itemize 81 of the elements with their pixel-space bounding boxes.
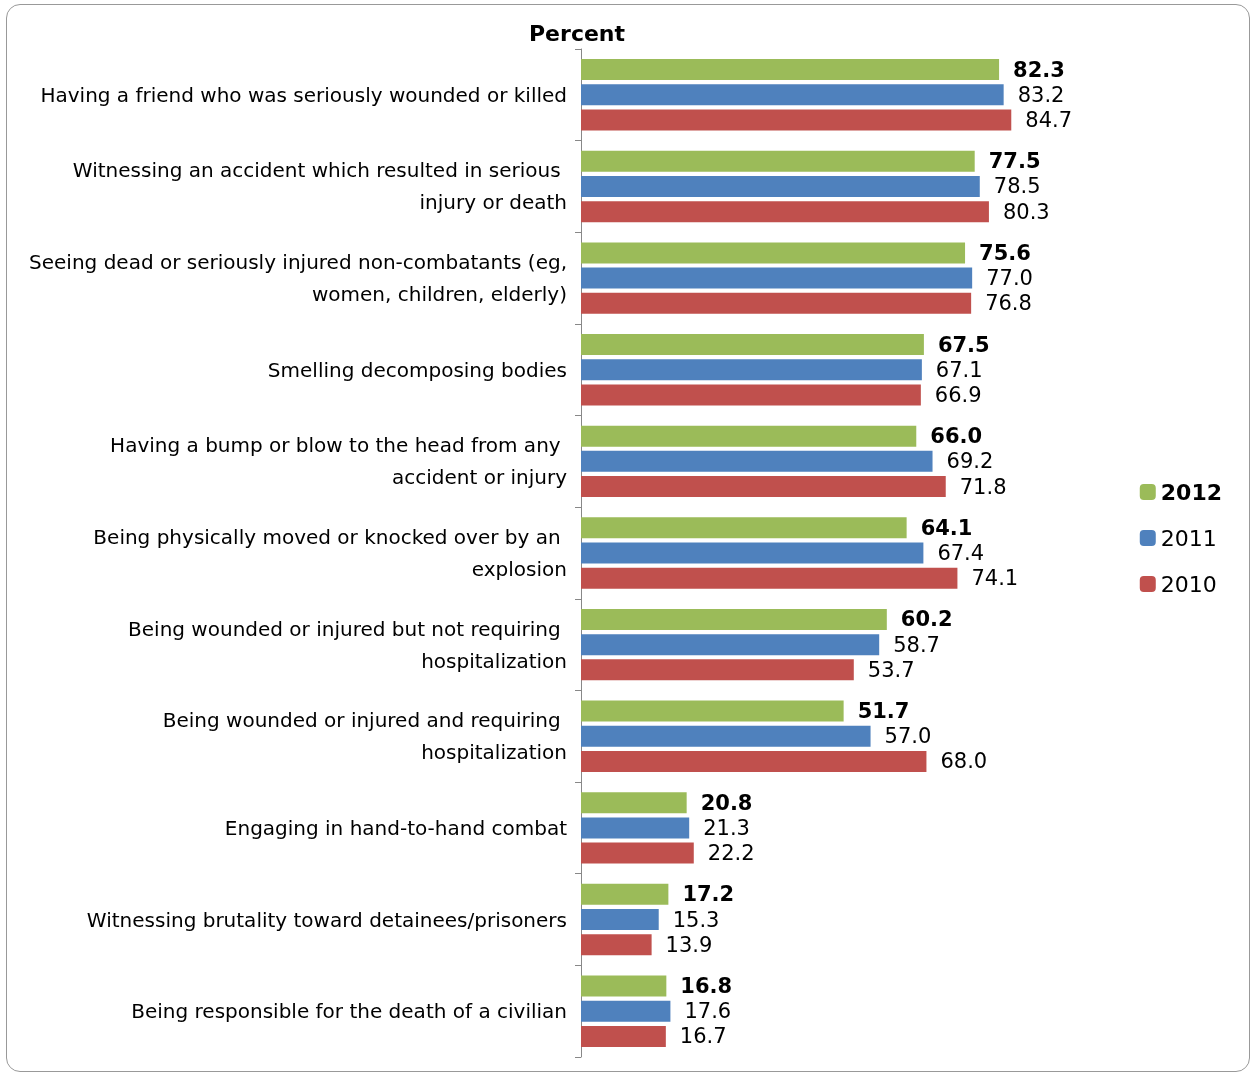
bar — [581, 384, 921, 406]
bar — [581, 634, 880, 656]
bar — [581, 517, 907, 539]
data-label: 76.8 — [985, 291, 1032, 316]
data-label: 77.5 — [988, 149, 1041, 174]
data-label: 68.0 — [940, 749, 988, 774]
y-tick-label: Being responsible for the death of a civilian — [131, 999, 567, 1024]
bar — [581, 1000, 671, 1022]
data-label: 17.6 — [684, 999, 732, 1024]
legend-label: 2011 — [1160, 525, 1217, 551]
bar — [581, 242, 966, 264]
y-tick-label: Having a bump or blow to the head from any accident or injury — [110, 433, 568, 490]
bar — [581, 84, 1004, 106]
bar — [581, 201, 989, 223]
legend-label: 2012 — [1160, 479, 1222, 505]
data-label: 66.0 — [930, 424, 983, 449]
data-label: 22.2 — [707, 841, 755, 866]
data-label: 17.2 — [682, 882, 735, 907]
bar — [581, 109, 1012, 131]
data-label: 20.8 — [700, 790, 753, 815]
data-label: 69.2 — [946, 449, 994, 474]
data-label: 57.0 — [884, 724, 932, 749]
data-label: 66.9 — [934, 382, 982, 407]
bar — [581, 750, 927, 772]
data-label: 67.5 — [937, 332, 990, 357]
data-label: 58.7 — [893, 632, 940, 657]
y-tick-label: Engaging in hand-to-hand combat — [224, 815, 568, 840]
y-tick-label: Being wounded or injured and requiring hospitalization — [162, 708, 567, 765]
bar — [581, 842, 694, 864]
data-label: 74.1 — [971, 566, 1019, 591]
data-label: 15.3 — [672, 907, 720, 932]
data-label: 83.2 — [1017, 82, 1065, 107]
data-label: 53.7 — [867, 657, 915, 682]
bar — [581, 883, 669, 905]
bar — [581, 608, 887, 630]
data-label: 60.2 — [900, 607, 953, 632]
chart-title: Percent — [528, 20, 626, 46]
data-label: 64.1 — [920, 515, 973, 540]
bar — [581, 792, 687, 814]
data-label: 51.7 — [857, 699, 910, 724]
bar — [581, 450, 933, 472]
bar — [581, 267, 973, 289]
legend-label: 2010 — [1160, 571, 1217, 597]
bar — [581, 975, 667, 997]
bar — [581, 175, 980, 197]
y-tick-label: Witnessing brutality toward detainees/prisoners — [86, 907, 567, 932]
data-label: 16.8 — [680, 973, 733, 998]
data-label: 67.4 — [937, 541, 985, 565]
bar — [581, 359, 922, 381]
bar — [581, 292, 972, 314]
bar — [581, 1025, 666, 1047]
bar — [581, 59, 1000, 81]
bar — [581, 659, 854, 681]
data-label: 84.7 — [1025, 108, 1073, 133]
y-tick-label: Smelling decomposing bodies — [267, 357, 567, 382]
bar — [581, 725, 871, 747]
bar — [581, 542, 924, 564]
bar — [581, 567, 958, 589]
y-tick-label: Being physically moved or knocked over by an explosion — [93, 525, 567, 581]
data-label: 71.8 — [959, 474, 1007, 499]
y-tick-label: Witnessing an accident which resulted in serious injury or death — [72, 158, 567, 215]
data-label: 16.7 — [679, 1024, 727, 1049]
y-tick-label: Seeing dead or seriously injured non-combatants (eg, women, children, elderly) — [29, 250, 567, 307]
data-label: 82.3 — [1013, 57, 1065, 82]
bar — [581, 934, 652, 956]
data-label: 67.1 — [935, 357, 983, 382]
bar — [581, 817, 690, 839]
data-label: 80.3 — [1002, 199, 1050, 224]
data-label: 78.5 — [993, 174, 1041, 199]
bar — [581, 425, 917, 447]
y-tick-label: Being wounded or injured but not requiring hospitalization — [128, 616, 567, 673]
bar — [581, 476, 946, 498]
y-tick-label: Having a friend who was seriously wounded or killed — [40, 82, 567, 107]
bar — [581, 700, 844, 722]
data-label: 13.9 — [665, 932, 713, 957]
bar — [581, 150, 975, 172]
bar — [581, 909, 659, 931]
data-label: 21.3 — [703, 815, 750, 840]
data-label: 75.6 — [979, 240, 1031, 265]
data-label: 77.0 — [986, 266, 1033, 291]
bar — [581, 334, 924, 356]
